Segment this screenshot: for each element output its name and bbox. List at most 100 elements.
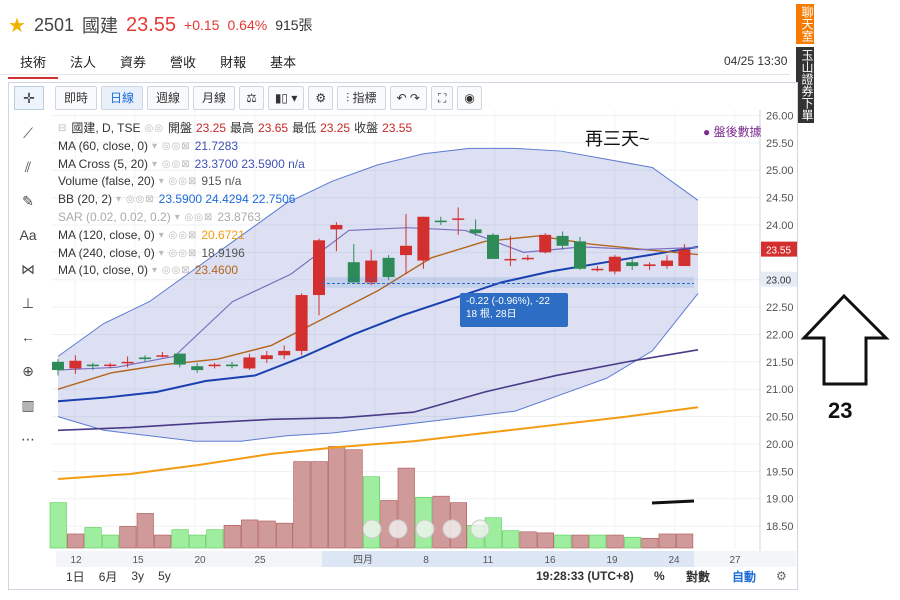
- study-controls-icon[interactable]: ▾ ◎◎⊠: [116, 194, 155, 206]
- study-controls-icon[interactable]: ▾ ◎◎⊠: [152, 158, 191, 170]
- star-icon[interactable]: ★: [8, 14, 26, 37]
- study-row[interactable]: MA (60, close, 0) ▾ ◎◎⊠ 21.7283: [58, 138, 412, 156]
- close-value: 23.55: [382, 121, 413, 135]
- study-value: 21.7283: [194, 138, 239, 153]
- study-value: 23.4600: [194, 263, 239, 278]
- study-label: MA (120, close, 0): [58, 227, 155, 242]
- legend-title: 國建, D, TSE: [71, 121, 141, 135]
- legend-control-icons[interactable]: ◎◎: [144, 123, 164, 134]
- study-controls-icon[interactable]: ▾ ◎◎⊠: [158, 176, 198, 188]
- indicators-label: 指標: [352, 91, 377, 105]
- study-label: Volume (false, 20): [58, 174, 155, 189]
- brush-icon[interactable]: ✎: [22, 192, 34, 209]
- low-label: 最低: [292, 121, 317, 135]
- tab-institutional[interactable]: 法人: [70, 55, 97, 70]
- volume-text: 915張: [275, 17, 313, 33]
- study-label: MA Cross (5, 20): [58, 156, 149, 171]
- tab-revenue[interactable]: 營收: [170, 55, 197, 70]
- fullscreen-icon[interactable]: ⛶: [430, 86, 454, 110]
- low-value: 23.25: [320, 121, 351, 135]
- undo-redo-icon[interactable]: ↶ ↷: [389, 86, 427, 110]
- bottom-bar: 1日 6月 3y 5y 19:28:33 (UTC+8) % 對數 自動 ⚙: [58, 567, 794, 585]
- compare-icon[interactable]: ⚖: [239, 86, 264, 110]
- study-row[interactable]: MA (240, close, 0) ▾ ◎◎⊠ 18.9196: [58, 245, 412, 263]
- study-row[interactable]: SAR (0.02, 0.02, 0.2) ▾ ◎◎⊠ 23.8763: [58, 209, 412, 227]
- interval-monthly[interactable]: 月線: [193, 86, 236, 110]
- open-value: 23.25: [195, 121, 227, 135]
- settings-icon[interactable]: ⚙: [308, 86, 334, 110]
- range-6m[interactable]: 6月: [98, 569, 118, 584]
- study-controls-icon[interactable]: ▾ ◎◎⊠: [158, 247, 198, 259]
- study-row[interactable]: MA Cross (5, 20) ▾ ◎◎⊠ 23.3700 23.5900 n/a: [58, 156, 412, 174]
- tab-bar: 技術 法人 資券 營收 財報 基本: [8, 48, 308, 79]
- interval-intraday[interactable]: 即時: [55, 86, 98, 110]
- zoom-icon[interactable]: ⊕: [22, 362, 34, 379]
- tab-financials[interactable]: 財報: [220, 55, 247, 70]
- candle-type-icon[interactable]: ▮▯ ▾: [267, 86, 305, 110]
- more-icon[interactable]: ⋯: [21, 430, 35, 447]
- chart-annotation: 再三天~: [585, 129, 650, 149]
- after-hours-toggle[interactable]: ● 盤後數據: [703, 125, 762, 139]
- chart-legend: ⊟ 國建, D, TSE ◎◎ 開盤 23.25 最高 23.65 最低 23.…: [58, 120, 412, 280]
- interval-weekly[interactable]: 週線: [147, 86, 190, 110]
- study-row[interactable]: Volume (false, 20) ▾ ◎◎⊠ 915 n/a: [58, 173, 412, 191]
- study-row[interactable]: MA (120, close, 0) ▾ ◎◎⊠ 20.6721: [58, 227, 412, 245]
- close-label: 收盤: [354, 121, 379, 135]
- study-controls-icon[interactable]: ▾ ◎◎⊠: [152, 265, 191, 277]
- tooltip-line1: -0.22 (-0.96%), -22: [466, 296, 550, 307]
- chart-toolbar: 即時 日線 週線 月線 ⚖ ▮▯ ▾ ⚙ ⫶ 指標 ↶ ↷ ⛶ ◉: [55, 86, 482, 110]
- indicators-button[interactable]: ⫶ 指標: [337, 86, 386, 110]
- pattern-icon[interactable]: ⋈: [21, 260, 35, 277]
- arrow-left-icon[interactable]: ←: [21, 329, 35, 345]
- auto-toggle[interactable]: 自動: [732, 569, 757, 584]
- side-tags: 聊天室 玉山證券下單: [796, 4, 816, 126]
- study-controls-icon[interactable]: ▾ ◎◎⊠: [174, 211, 214, 223]
- up-arrow-drawing: [800, 293, 890, 386]
- study-label: BB (20, 2): [58, 192, 113, 207]
- range-5y[interactable]: 5y: [158, 569, 171, 583]
- measure-icon[interactable]: ⊥: [21, 294, 35, 311]
- tab-basic[interactable]: 基本: [270, 55, 297, 70]
- indicators-icon: ⫶: [346, 91, 353, 105]
- study-value: 20.6721: [201, 227, 245, 242]
- chatroom-button[interactable]: 聊天室: [796, 4, 814, 44]
- study-label: SAR (0.02, 0.02, 0.2): [58, 209, 171, 224]
- settings-icon[interactable]: ⚙: [776, 569, 787, 583]
- stock-name: 國建: [81, 16, 118, 36]
- range-1d[interactable]: 1日: [66, 569, 85, 584]
- study-value: 915 n/a: [201, 174, 242, 189]
- range-3y[interactable]: 3y: [131, 569, 145, 583]
- study-value: 23.5900 24.4294 22.7506: [158, 192, 296, 207]
- study-row[interactable]: BB (20, 2) ▾ ◎◎⊠ 23.5900 24.4294 22.7506: [58, 191, 412, 209]
- stock-price: 23.55: [125, 13, 177, 36]
- study-value: 18.9196: [201, 245, 245, 260]
- trendline-icon[interactable]: ⟋: [23, 124, 33, 141]
- high-value: 23.65: [258, 121, 289, 135]
- interval-daily[interactable]: 日線: [101, 86, 144, 110]
- crosshair-icon[interactable]: ✛: [14, 86, 44, 110]
- study-controls-icon[interactable]: ▾ ◎◎⊠: [152, 140, 191, 152]
- quote-header: ★ 2501 國建 23.55 +0.15 0.64% 915張: [8, 8, 313, 42]
- ruler-icon[interactable]: ▥: [21, 396, 35, 413]
- clock-time: 19:28:33 (UTC+8): [536, 569, 634, 583]
- log-toggle[interactable]: 對數: [686, 569, 711, 584]
- drawing-toolbar: ✛ ⟋ ⫽ ✎ Aa ⋈ ⊥ ← ⊕ ▥ ⋯: [12, 86, 48, 462]
- study-row[interactable]: MA (10, close, 0) ▾ ◎◎⊠ 23.4600: [58, 262, 412, 280]
- collapse-icon[interactable]: ⊟: [58, 123, 68, 134]
- percent-toggle[interactable]: %: [654, 569, 665, 583]
- measure-tooltip: -0.22 (-0.96%), -22 18 根, 28日: [460, 293, 568, 327]
- order-button[interactable]: 玉山證券下單: [796, 47, 814, 123]
- stock-code: 2501: [33, 14, 74, 35]
- study-label: MA (10, close, 0): [58, 263, 149, 278]
- camera-icon[interactable]: ◉: [457, 86, 482, 110]
- fib-icon[interactable]: ⫽: [24, 158, 32, 175]
- tab-margin[interactable]: 資券: [120, 55, 147, 70]
- price-change-pct: 0.64%: [227, 17, 268, 33]
- right-annotation: 23: [828, 398, 853, 423]
- text-tool-icon[interactable]: Aa: [19, 227, 37, 243]
- study-controls-icon[interactable]: ▾ ◎◎⊠: [158, 229, 198, 241]
- tab-technical[interactable]: 技術: [8, 48, 59, 79]
- high-label: 最高: [230, 121, 255, 135]
- price-change: +0.15: [184, 17, 220, 33]
- quote-datetime: 04/25 13:30: [724, 54, 788, 68]
